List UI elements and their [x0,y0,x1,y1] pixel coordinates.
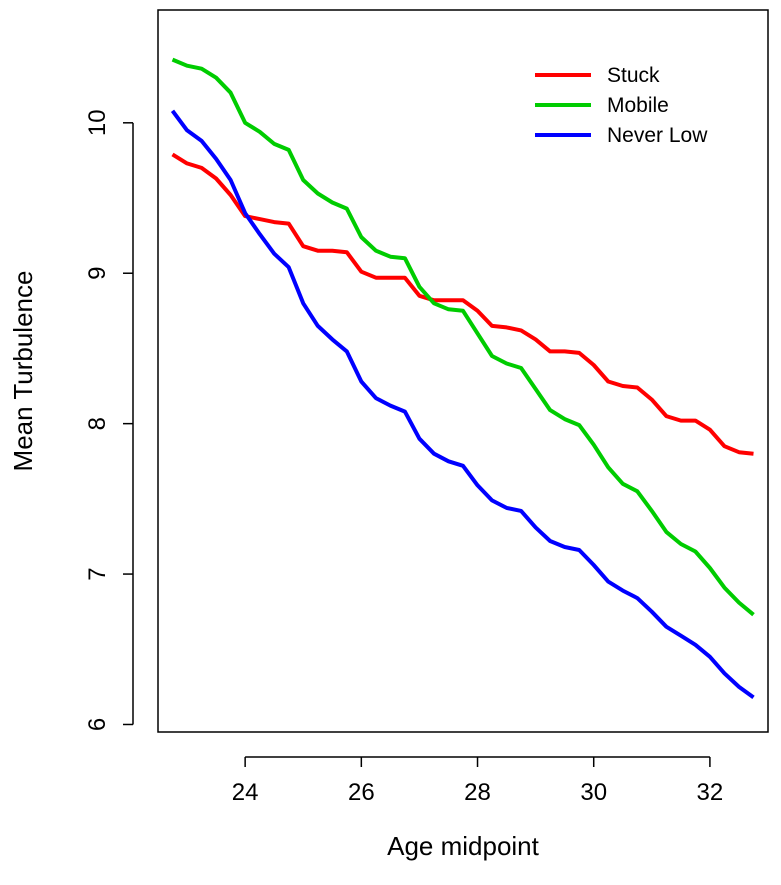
x-tick-label: 28 [464,779,491,806]
legend-label-mobile: Mobile [607,94,669,117]
y-tick-label: 9 [84,267,111,280]
y-tick-label: 10 [84,109,111,136]
y-tick-label: 8 [84,417,111,430]
legend-label-stuck: Stuck [607,64,660,87]
series-line-mobile [171,57,755,617]
x-tick-label: 24 [232,779,259,806]
x-tick-label: 26 [348,779,375,806]
x-axis: 24 26 28 30 32 [232,756,724,806]
legend: Stuck Mobile Never Low [535,64,708,147]
y-tick-label: 6 [84,718,111,731]
x-tick-label: 32 [697,779,724,806]
legend-label-never-low: Never Low [607,124,708,147]
y-tick-label: 7 [84,567,111,580]
y-axis: 6 7 8 9 10 [84,109,134,731]
series-line-never-low [170,109,755,700]
x-axis-title: Age midpoint [387,831,540,861]
plot-box [157,9,769,733]
series-lines [170,57,755,700]
series-line-stuck [171,152,754,456]
x-tick-label: 30 [580,779,607,806]
y-axis-title: Mean Turbulence [8,271,38,472]
